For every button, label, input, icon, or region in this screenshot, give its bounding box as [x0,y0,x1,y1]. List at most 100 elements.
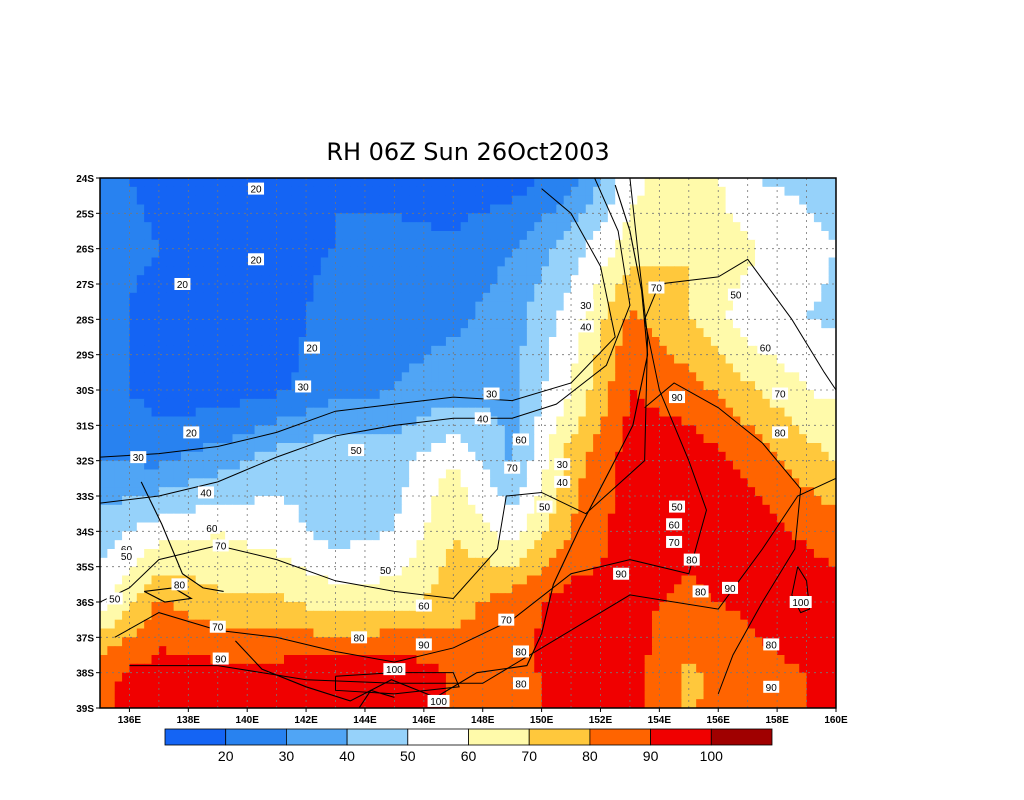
rh-cell [747,513,756,524]
rh-cell [644,292,653,303]
rh-cell [806,328,815,338]
rh-cell [203,363,211,373]
rh-cell [622,381,631,391]
rh-cell [364,478,373,488]
rh-cell [328,363,337,373]
rh-cell [445,231,454,241]
rh-cell [284,522,292,532]
rh-cell [247,522,256,532]
rh-cell [629,425,638,435]
rh-cell [284,398,292,409]
rh-cell [445,239,454,250]
rh-cell [821,575,830,585]
rh-cell [490,275,499,285]
rh-cell [298,372,307,382]
rh-cell [320,213,329,223]
rh-cell [180,487,189,497]
rh-cell [445,504,454,515]
rh-cell [284,557,292,568]
rh-cell [652,407,660,418]
rh-cell [409,593,418,603]
rh-cell [416,398,425,409]
rh-cell [799,284,808,294]
rh-cell [637,337,646,347]
rh-cell [151,504,160,515]
rh-cell [497,478,506,488]
rh-cell [438,522,447,532]
rh-cell [659,425,668,435]
rh-cell [409,416,418,426]
rh-cell [298,195,307,206]
rh-cell [364,328,373,338]
rh-cell [261,593,270,603]
rh-cell [600,372,609,382]
rh-cell [284,443,292,453]
rh-cell [791,398,800,409]
rh-cell [755,257,763,267]
rh-cell [173,478,182,488]
rh-cell [409,425,418,435]
rh-cell [747,557,756,568]
rh-cell [563,354,572,365]
rh-cell [320,363,329,373]
rh-cell [335,434,344,444]
rh-cell [541,257,550,267]
rh-cell [600,178,609,188]
rh-cell [254,531,263,541]
rh-cell [379,372,388,382]
rh-cell [755,504,763,515]
rh-cell [696,531,705,541]
rh-cell [445,292,454,303]
rh-cell [637,213,646,223]
rh-cell [578,337,587,347]
rh-cell [681,310,690,320]
rh-cell [357,186,366,197]
rh-cell [762,407,771,418]
rh-cell [696,504,705,515]
rh-cell [284,319,292,329]
rh-cell [416,345,425,356]
rh-cell [747,319,756,329]
rh-cell [710,372,719,382]
rh-cell [313,275,322,285]
rh-cell [342,186,351,197]
rh-cell [166,575,175,585]
rh-cell [291,575,300,585]
rh-cell [556,425,565,435]
rh-cell [534,584,543,594]
rh-cell [806,522,815,532]
rh-cell [475,460,484,471]
rh-cell [379,531,388,541]
rh-cell [409,540,418,550]
rh-cell [453,257,462,267]
rh-cell [799,557,808,568]
rh-cell [335,469,344,479]
rh-cell [210,301,219,312]
rh-cell [556,504,565,515]
rh-cell [541,345,550,356]
rh-cell [195,204,204,214]
rh-cell [379,195,388,206]
rh-cell [203,478,211,488]
rh-cell [512,531,521,541]
rh-cell [144,372,153,382]
rh-cell [276,310,285,320]
rh-cell [813,266,822,276]
rh-cell [195,178,204,188]
rh-cell [409,407,418,418]
rh-cell [114,610,123,621]
rh-cell [791,301,800,312]
rh-cell [129,337,138,347]
rh-cell [710,451,719,462]
rh-cell [129,443,138,453]
rh-cell [122,390,131,400]
rh-cell [482,275,491,285]
rh-cell [438,540,447,550]
rh-cell [593,540,602,550]
rh-cell [379,425,388,435]
rh-cell [328,266,337,276]
rh-cell [269,575,278,585]
rh-cell [291,363,300,373]
rh-cell [158,390,167,400]
rh-cell [571,204,579,214]
